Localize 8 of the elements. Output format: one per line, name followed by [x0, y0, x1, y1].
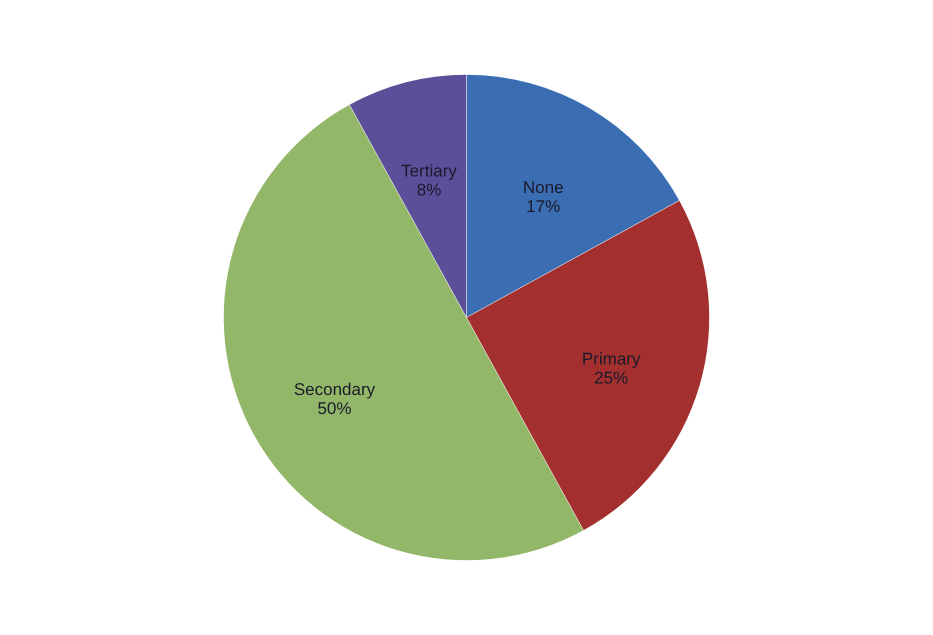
- data-label: 8%: [416, 180, 442, 200]
- data-label: 17%: [526, 196, 560, 216]
- slice-label: Secondary: [294, 380, 376, 400]
- slice-label: Primary: [582, 350, 641, 369]
- data-label: 50%: [317, 399, 352, 418]
- slice-label: Tertiary: [401, 162, 458, 181]
- slice-label: None: [522, 178, 564, 197]
- data-label: 25%: [594, 368, 628, 388]
